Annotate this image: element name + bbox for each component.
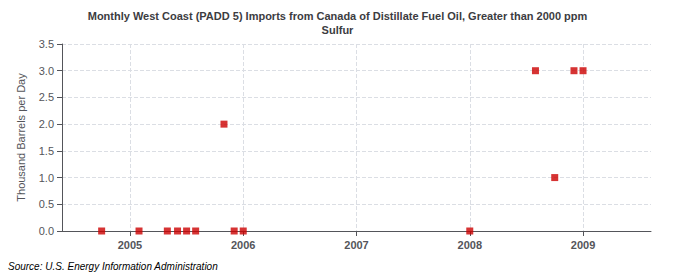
svg-text:2.5: 2.5 [39, 91, 54, 103]
svg-text:3.0: 3.0 [39, 65, 54, 77]
svg-text:Monthly West Coast (PADD 5) Im: Monthly West Coast (PADD 5) Imports from… [88, 10, 588, 22]
svg-text:Source: U.S. Energy Informatio: Source: U.S. Energy Information Administ… [8, 261, 218, 272]
svg-text:0.0: 0.0 [39, 225, 54, 237]
svg-text:2006: 2006 [231, 239, 255, 251]
svg-text:1.5: 1.5 [39, 145, 54, 157]
svg-text:Thousand Barrels per Day: Thousand Barrels per Day [15, 73, 27, 202]
svg-text:Sulfur: Sulfur [322, 24, 354, 36]
svg-text:2007: 2007 [344, 239, 368, 251]
svg-text:3.5: 3.5 [39, 38, 54, 50]
svg-text:2008: 2008 [458, 239, 482, 251]
svg-text:2009: 2009 [571, 239, 595, 251]
svg-text:2005: 2005 [118, 239, 142, 251]
svg-text:1.0: 1.0 [39, 172, 54, 184]
svg-text:0.5: 0.5 [39, 198, 54, 210]
svg-text:2.0: 2.0 [39, 118, 54, 130]
